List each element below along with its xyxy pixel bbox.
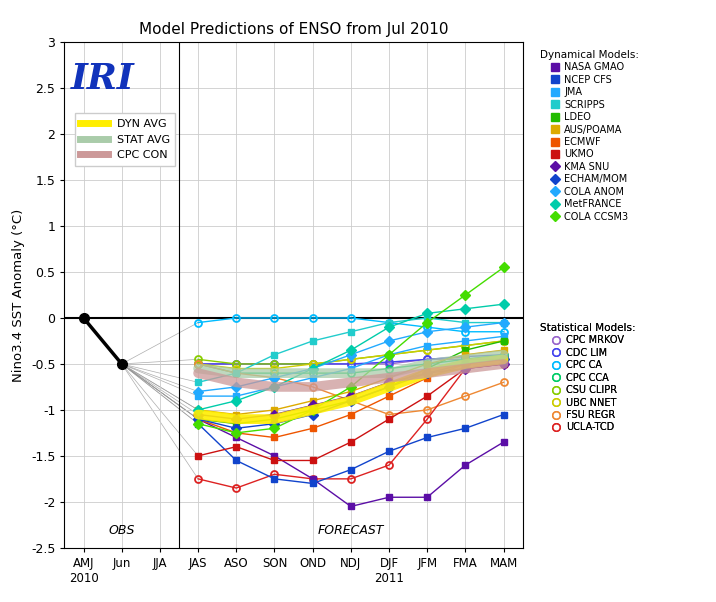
Text: FORECAST: FORECAST xyxy=(318,524,384,537)
Text: OBS: OBS xyxy=(109,524,135,537)
Y-axis label: Nino3.4 SST Anomaly (°C): Nino3.4 SST Anomaly (°C) xyxy=(12,208,25,382)
Legend: CPC MRKOV, CDC LIM, CPC CA, CPC CCA, CSU CLIPR, UBC NNET, FSU REGR, UCLA-TCD: CPC MRKOV, CDC LIM, CPC CA, CPC CCA, CSU… xyxy=(537,320,638,435)
Title: Model Predictions of ENSO from Jul 2010: Model Predictions of ENSO from Jul 2010 xyxy=(139,22,448,37)
Text: IRI: IRI xyxy=(72,63,135,96)
